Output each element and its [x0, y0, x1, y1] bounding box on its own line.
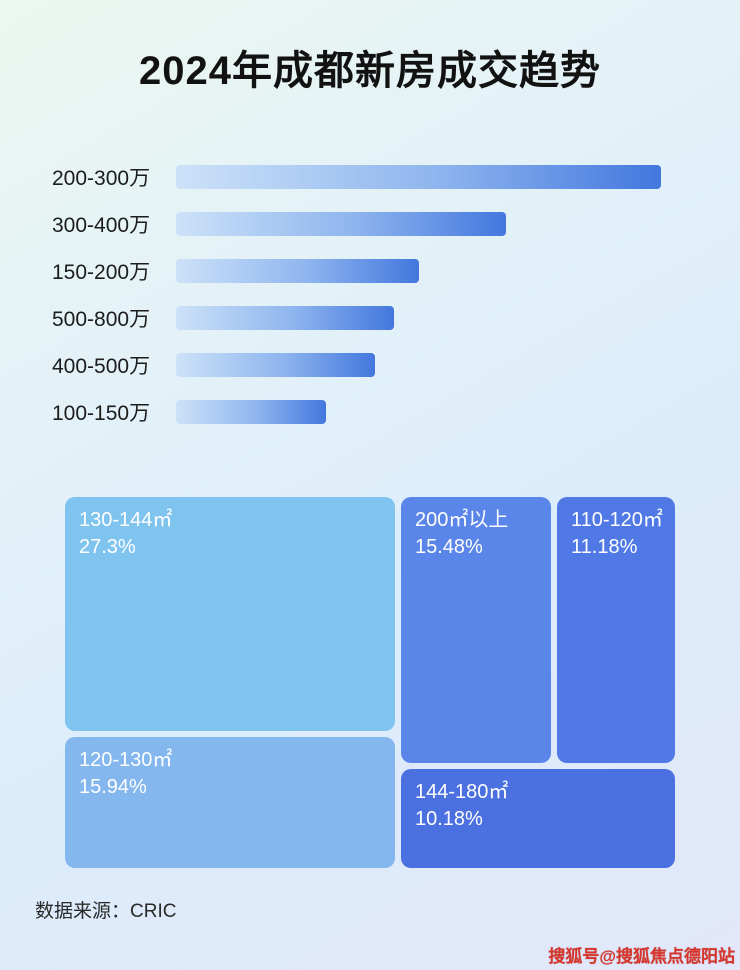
treemap-block-value: 15.94%: [79, 776, 147, 798]
treemap-block-value: 27.3%: [79, 536, 136, 558]
bar-row: 300-400万: [52, 211, 740, 237]
treemap-block-120-130: 120-130㎡ 15.94%: [65, 737, 395, 868]
bar-fill: [176, 353, 375, 377]
bar-category-label: 100-150万: [52, 402, 151, 425]
bar-track: [176, 212, 661, 236]
treemap-block-200plus: 200㎡以上 15.48%: [401, 497, 551, 763]
treemap-block-110-120: 110-120㎡ 11.18%: [557, 497, 675, 763]
bar-fill: [176, 165, 661, 189]
treemap-block-130-144: 130-144㎡ 27.3%: [65, 497, 395, 731]
bar-category-label: 500-800万: [52, 308, 151, 331]
bar-fill: [176, 259, 419, 283]
bar-fill: [176, 306, 395, 330]
area-size-treemap: 130-144㎡ 27.3% 120-130㎡ 15.94% 200㎡以上 15…: [65, 497, 675, 868]
bar-track: [176, 306, 661, 330]
treemap-block-144-180: 144-180㎡ 10.18%: [401, 769, 675, 868]
bar-row: 200-300万: [52, 164, 740, 190]
treemap-block-value: 10.18%: [415, 808, 483, 830]
watermark-text: 搜狐号@搜狐焦点德阳站: [548, 947, 735, 966]
treemap-block-label: 130-144㎡: [79, 509, 173, 531]
bar-category-label: 200-300万: [52, 167, 151, 190]
bar-row: 500-800万: [52, 305, 740, 331]
bar-track: [176, 353, 661, 377]
treemap-block-value: 15.48%: [415, 536, 483, 558]
bar-track: [176, 165, 661, 189]
treemap-block-label: 110-120㎡: [571, 509, 663, 531]
treemap-block-label: 200㎡以上: [415, 509, 509, 531]
price-range-bar-chart: 200-300万 300-400万 150-200万 500-800万 400-…: [0, 164, 740, 425]
treemap-block-label: 120-130㎡: [79, 749, 173, 771]
bar-fill: [176, 212, 506, 236]
bar-row: 400-500万: [52, 352, 740, 378]
bar-category-label: 300-400万: [52, 214, 151, 237]
bar-category-label: 400-500万: [52, 355, 151, 378]
page-title: 2024年成都新房成交趋势: [139, 49, 601, 93]
bar-category-label: 150-200万: [52, 261, 151, 284]
bar-row: 150-200万: [52, 258, 740, 284]
treemap-block-value: 11.18%: [571, 536, 638, 558]
bar-row: 100-150万: [52, 399, 740, 425]
bar-track: [176, 259, 661, 283]
bar-fill: [176, 400, 327, 424]
data-source-note: 数据来源：CRIC: [35, 901, 177, 922]
bar-track: [176, 400, 661, 424]
treemap-block-label: 144-180㎡: [415, 781, 509, 803]
